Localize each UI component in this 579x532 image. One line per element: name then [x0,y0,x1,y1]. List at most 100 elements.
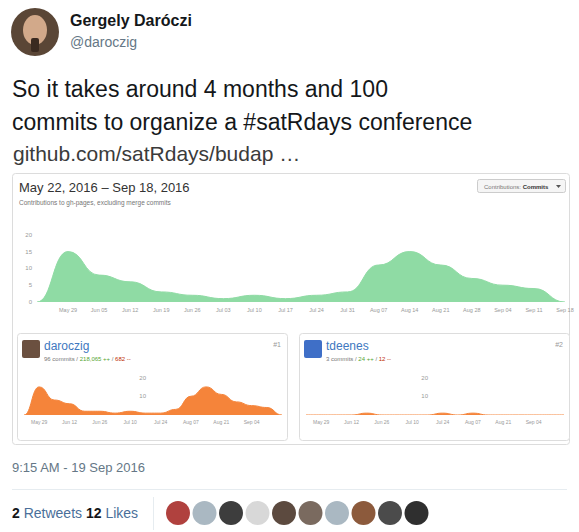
x-tick-label: Sep 04 [494,307,511,313]
commits: 3 commits [326,356,353,362]
tweet-text: commits to organize a #satRdays conferen… [12,109,472,135]
contributor-rank: #2 [555,341,563,348]
x-tick-label: Sep 04 [244,419,260,425]
tweet-link[interactable]: github.com/satRdays/budap … [13,142,300,165]
engagement: 2 Retweets 12 Likes [12,505,138,521]
tweet-text: So it takes around 4 months and 100 [12,76,388,102]
x-tick-label: Jul 10 [124,419,138,425]
subtitle: Contributions to gh-pages, excluding mer… [19,199,171,207]
dropdown-prefix: Contributions: [484,184,521,190]
plot [37,252,565,302]
x-tick-label: Jun 19 [153,307,170,313]
contributor-avatar [304,340,322,358]
x-tick-label: Jul 10 [406,419,420,425]
x-tick-label: Sep 04 [526,419,542,425]
dropdown-caret [556,185,561,188]
area-line [306,413,564,415]
contributor-rank: #1 [273,341,281,348]
contributor-name[interactable]: daroczig [44,339,89,353]
x-tick-label: Jul 17 [278,307,293,313]
dropdown-label: Contributions: Commits [484,184,549,190]
contributor-name[interactable]: tdeenes [326,339,369,353]
x-tick-label: Jun 12 [122,307,139,313]
y-tick-label: 20 [25,232,32,238]
timestamp: 9:15 AM - 19 Sep 2016 [12,460,145,475]
area [37,252,565,302]
date-range: May 22, 2016 – Sep 18, 2016 [19,180,190,195]
retweet-label[interactable]: Retweets [24,505,82,521]
deletions: 12 -- [379,356,391,362]
plot [24,387,282,415]
area [306,413,564,415]
contributor-avatar [22,340,40,358]
divider [12,489,567,490]
avatar-mic [31,38,39,52]
liker-avatar[interactable] [325,501,349,525]
deletions: 682 -- [115,356,131,362]
author: Gergely Daróczi [70,12,192,29]
x-tick-label: Sep 11 [525,307,542,313]
liker-avatar[interactable] [352,501,376,525]
commits: 96 commits [44,356,75,362]
y-tick-label: 20 [139,375,146,381]
x-tick-label: Jun 26 [184,307,201,313]
x-tick-label: Aug 28 [463,307,480,313]
divider [153,497,154,530]
area-line [24,387,282,415]
page: {"tweet": {"author": "Gergely Daróczi", … [0,0,579,532]
contributor-stats: 96 commits / 218,065 ++ / 682 -- [44,356,131,362]
liker-avatar[interactable] [272,501,296,525]
liker-avatar[interactable] [246,501,270,525]
y-tick-label: 10 [139,393,146,399]
liker-avatar[interactable] [193,501,217,525]
x-tick-label: Aug 21 [213,419,229,425]
x-tick-label: Aug 07 [183,419,199,425]
plot [306,413,564,415]
dropdown-value: Commits [523,184,549,190]
panel-frame [13,174,570,445]
x-tick-label: Jun 26 [374,419,389,425]
dropdown[interactable] [478,180,566,193]
like-label[interactable]: Likes [105,505,138,521]
area [24,387,282,415]
x-tick-label: May 29 [59,307,77,313]
x-tick-label: Jun 12 [344,419,359,425]
contributor-stats: 3 commits / 24 ++ / 12 -- [326,356,391,362]
liker-avatar[interactable] [219,501,243,525]
x-tick-label: Jul 24 [154,419,168,425]
x-tick-label: Sep 18 [556,307,573,313]
like-count: 12 [86,505,102,521]
x-tick-label: Jun 05 [91,307,108,313]
additions: 24 ++ [358,356,374,362]
x-tick-label: Aug 21 [432,307,449,313]
x-tick-label: Jul 24 [436,419,450,425]
y-tick-label: 20 [421,375,428,381]
avatar [11,8,59,56]
liker-avatar[interactable] [166,501,190,525]
x-tick-label: May 29 [313,419,330,425]
handle: @daroczig [70,34,137,50]
y-tick-label: 10 [421,393,428,399]
x-tick-label: Jul 31 [340,307,355,313]
y-tick-label: 5 [29,282,33,288]
x-tick-label: Jul 24 [309,307,324,313]
x-tick-label: Aug 21 [495,419,511,425]
contributor-card [300,334,570,441]
area-line [37,252,565,302]
x-tick-label: Jul 03 [216,307,231,313]
canvas: Gergely Daróczi @daroczig So it takes arou… [0,0,579,532]
x-tick-label: Aug 07 [465,419,481,425]
x-tick-label: Aug 07 [370,307,387,313]
liker-avatar[interactable] [405,501,429,525]
x-tick-label: Jul 10 [247,307,262,313]
x-tick-label: Jun 26 [92,419,107,425]
liker-avatar[interactable] [378,501,402,525]
liker-avatar[interactable] [299,501,323,525]
y-tick-label: 10 [25,265,32,271]
x-tick-label: May 29 [31,419,48,425]
retweet-count: 2 [12,505,20,521]
contributor-card [18,334,288,441]
y-tick-label: 0 [29,299,33,305]
x-tick-label: Aug 14 [401,307,418,313]
y-tick-label: 15 [25,249,32,255]
